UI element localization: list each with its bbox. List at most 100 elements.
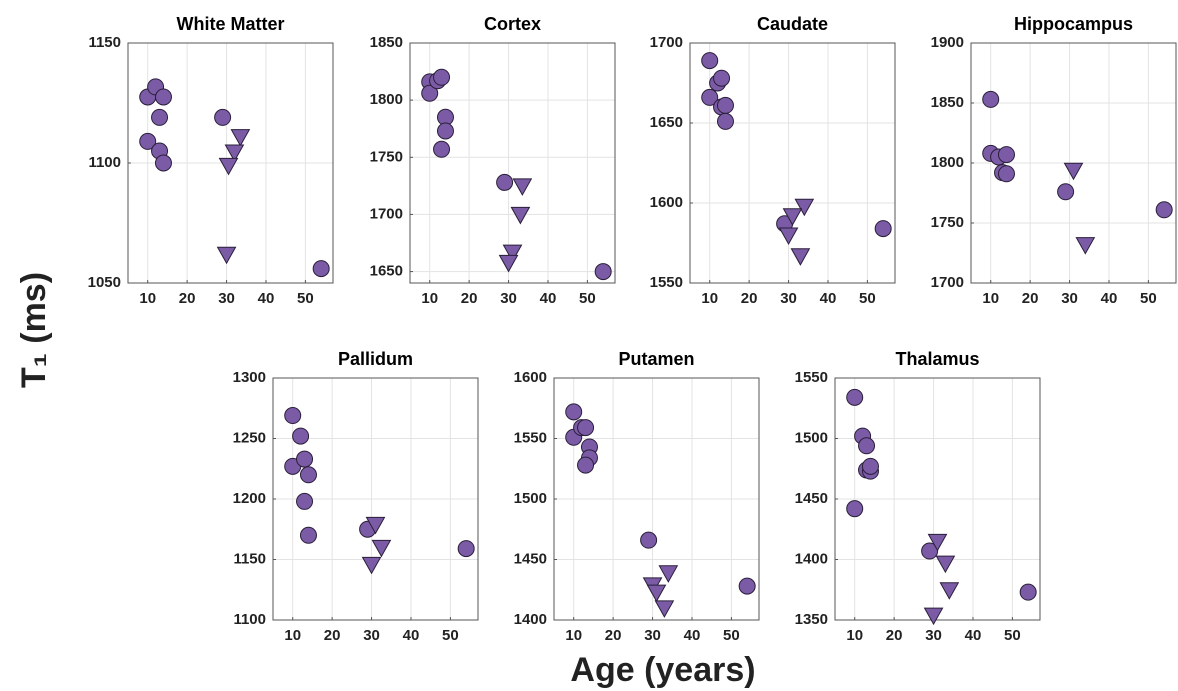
x-tick-label: 30 [363, 627, 380, 644]
axes-frame [272, 377, 479, 621]
point [139, 132, 157, 150]
y-tick-label: 1800 [370, 91, 403, 108]
axes-frame [553, 377, 760, 621]
point [1075, 237, 1096, 255]
point [292, 427, 310, 445]
x-tick-label: 20 [1022, 290, 1039, 307]
point [646, 584, 667, 603]
point [1063, 162, 1084, 181]
x-tick-label: 10 [421, 290, 438, 307]
point [939, 582, 960, 600]
point [502, 244, 523, 263]
point [299, 466, 317, 484]
point [512, 178, 533, 196]
x-tick-label: 20 [461, 290, 478, 307]
x-tick-label: 50 [1140, 290, 1157, 307]
x-axis-label: Age (years) [570, 651, 755, 689]
point [927, 533, 948, 552]
point [846, 388, 864, 406]
subplot-title: Cortex [484, 14, 541, 34]
subplot: 10 20 30 40 50 1100 1150 1200 1250 1300 Pallidum [233, 349, 479, 644]
point [1057, 183, 1075, 201]
point [154, 88, 172, 106]
point [371, 539, 392, 558]
point [935, 555, 956, 574]
x-tick-label: 10 [846, 627, 863, 644]
subplot-title: Thalamus [895, 349, 979, 369]
axes-frame [970, 42, 1177, 284]
y-tick-label: 1500 [795, 429, 828, 446]
x-tick-label: 10 [982, 290, 999, 307]
x-tick-label: 40 [403, 627, 420, 644]
point [433, 68, 451, 86]
x-tick-label: 30 [644, 627, 661, 644]
point [151, 108, 169, 126]
x-tick-label: 40 [965, 627, 982, 644]
point [997, 165, 1015, 183]
subplot: 10 20 30 40 50 1650 1700 1750 1800 1850 Cortex [370, 14, 616, 307]
y-tick-label: 1200 [233, 490, 266, 507]
x-tick-label: 50 [297, 290, 314, 307]
y-tick-label: 1850 [370, 34, 403, 51]
point [658, 565, 679, 583]
point [654, 600, 675, 618]
point [716, 112, 734, 130]
x-tick-label: 20 [324, 627, 341, 644]
y-tick-label: 1500 [514, 490, 547, 507]
point [154, 154, 172, 172]
x-tick-label: 40 [820, 290, 837, 307]
x-tick-label: 20 [886, 627, 903, 644]
x-tick-label: 40 [540, 290, 557, 307]
axes-frame [689, 42, 896, 284]
point [436, 122, 454, 140]
subplot: 10 20 30 40 50 1350 1400 1450 1500 1550 Thalamus [795, 349, 1041, 644]
point [299, 526, 317, 544]
y-tick-label: 1650 [370, 263, 403, 280]
x-tick-label: 50 [442, 627, 459, 644]
point [365, 516, 386, 535]
point [214, 108, 232, 126]
y-tick-label: 1100 [233, 611, 266, 628]
subplot: 10 20 30 40 50 1050 1100 1150 White Matter [88, 14, 334, 307]
y-tick-label: 1450 [795, 490, 828, 507]
point [640, 531, 658, 549]
x-tick-label: 30 [925, 627, 942, 644]
y-axis-label: T₁ (ms) [15, 272, 53, 388]
x-tick-label: 30 [1061, 290, 1078, 307]
y-tick-label: 1700 [650, 34, 683, 51]
y-tick-label: 1400 [514, 611, 547, 628]
x-tick-label: 30 [780, 290, 797, 307]
point [701, 52, 719, 70]
point [1019, 583, 1037, 601]
y-tick-label: 1550 [514, 429, 547, 446]
x-tick-label: 20 [179, 290, 196, 307]
x-tick-label: 40 [1101, 290, 1118, 307]
y-tick-label: 1750 [931, 214, 964, 231]
y-tick-label: 1400 [795, 550, 828, 567]
point [1155, 201, 1173, 219]
subplot: 10 20 30 40 50 1700 1750 1800 1850 1900 Hippocampu… [931, 14, 1177, 307]
point [312, 260, 330, 278]
y-tick-label: 1150 [88, 34, 121, 51]
subplot: 10 20 30 40 50 1550 1600 1650 1700 Caudate [650, 14, 896, 307]
point [790, 248, 811, 266]
x-tick-label: 20 [605, 627, 622, 644]
axes-frame [127, 42, 334, 284]
y-tick-label: 1100 [88, 154, 121, 171]
x-tick-label: 40 [684, 627, 701, 644]
point [496, 173, 514, 191]
point [997, 146, 1015, 164]
y-tick-label: 1750 [370, 148, 403, 165]
x-tick-label: 30 [218, 290, 235, 307]
point [982, 90, 1000, 108]
point [782, 208, 803, 226]
point [565, 403, 583, 421]
axes-frame [834, 377, 1041, 621]
point [577, 456, 595, 474]
y-tick-label: 1450 [514, 550, 547, 567]
axes-frame [409, 42, 616, 284]
point [498, 254, 519, 273]
y-tick-label: 1900 [931, 34, 964, 51]
x-tick-label: 10 [139, 290, 156, 307]
